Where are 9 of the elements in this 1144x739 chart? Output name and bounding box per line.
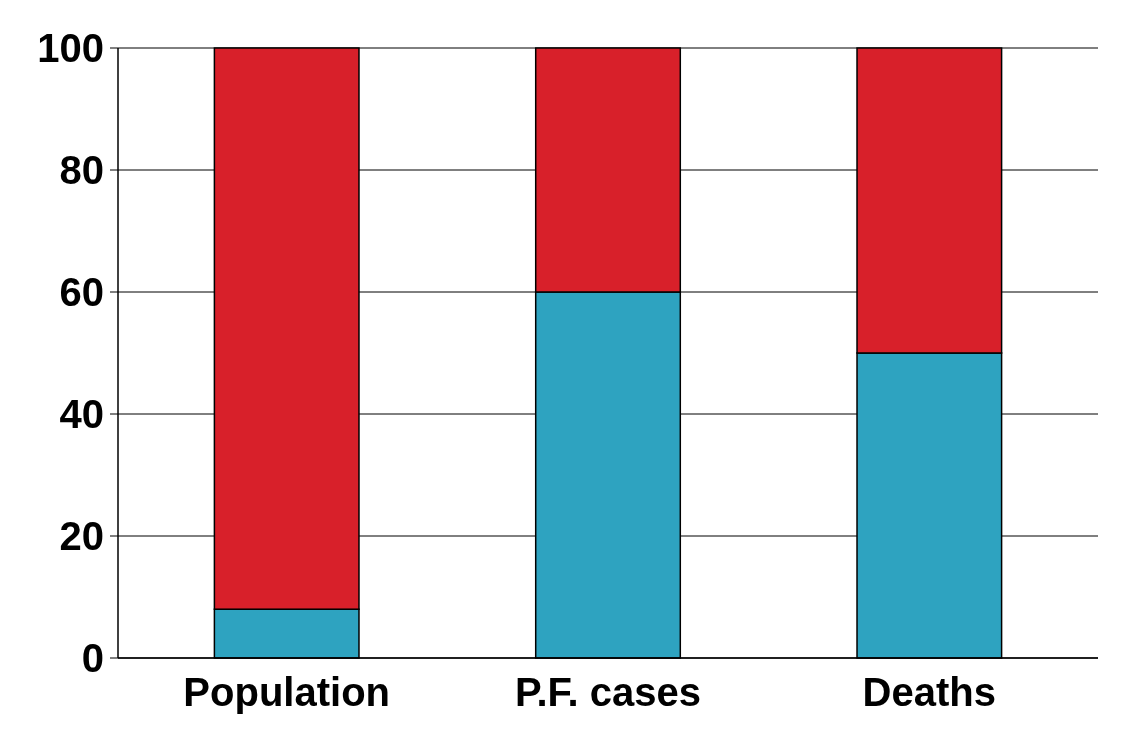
x-tick-label: Population [183, 670, 391, 714]
y-tick-label: 60 [59, 270, 104, 314]
y-tick-label: 100 [37, 26, 104, 70]
x-tick-label: Deaths [862, 670, 997, 714]
y-tick-label: 40 [59, 392, 104, 436]
x-tick-label: P.F. cases [514, 670, 702, 714]
y-tick-label: 80 [59, 148, 104, 192]
y-tick-label: 0 [81, 636, 104, 680]
y-tick-label: 20 [59, 514, 104, 558]
